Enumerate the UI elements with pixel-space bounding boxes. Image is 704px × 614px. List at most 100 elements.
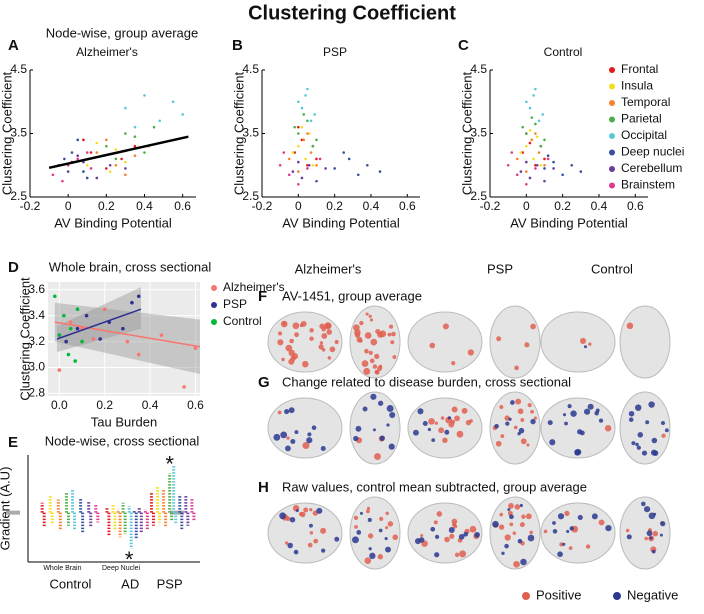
- brain-node: [500, 434, 505, 438]
- data-point: [152, 125, 156, 129]
- data-point: [95, 151, 99, 154]
- brain-node: [434, 534, 440, 539]
- data-point: [324, 167, 327, 170]
- group-label: Control: [50, 576, 92, 591]
- x-axis-label: AV Binding Potential: [510, 215, 628, 230]
- column-header: Control: [591, 261, 633, 276]
- brain-node: [509, 514, 514, 520]
- data-point: [304, 94, 307, 97]
- brain-node: [313, 538, 319, 544]
- data-point: [525, 170, 528, 173]
- data-point: [366, 163, 369, 167]
- brain-node: [292, 322, 300, 330]
- brain-node: [321, 327, 326, 332]
- data-point: [313, 113, 316, 116]
- brain-node: [389, 412, 396, 419]
- brain-node: [517, 408, 524, 415]
- data-point: [525, 132, 528, 135]
- brain-node: [513, 560, 520, 568]
- panel-title: AV-1451, group average: [282, 288, 422, 303]
- data-point: [133, 144, 137, 148]
- x-tick-label: 0.4: [591, 199, 608, 213]
- data-point: [306, 163, 309, 167]
- data-point: [159, 333, 164, 337]
- brain-images: [267, 305, 401, 379]
- data-point: [171, 100, 175, 104]
- brain-node: [359, 511, 363, 515]
- brain-node: [648, 512, 656, 520]
- legend-label: PSP: [223, 297, 247, 311]
- data-point: [125, 339, 130, 344]
- data-point: [297, 183, 300, 186]
- brain-node: [513, 425, 518, 430]
- y-tick-label: 4.5: [470, 62, 487, 76]
- data-point: [114, 148, 118, 151]
- data-point: [114, 157, 118, 161]
- legend-marker: [613, 592, 621, 600]
- brain-node: [429, 342, 436, 349]
- brain-node: [324, 322, 332, 330]
- brain-node: [279, 512, 286, 520]
- data-point: [114, 163, 118, 167]
- data-point: [287, 173, 291, 177]
- x-axis-label: AV Binding Potential: [54, 215, 172, 230]
- brain-node: [517, 538, 523, 544]
- data-point: [315, 163, 318, 167]
- data-point: [66, 352, 71, 357]
- x-tick-label: -0.2: [252, 199, 273, 213]
- brain-node: [501, 551, 505, 555]
- brain-node: [626, 322, 634, 330]
- brain-node: [452, 522, 457, 527]
- legend-label: Occipital: [621, 128, 667, 142]
- brain-node: [454, 552, 460, 557]
- data-point: [89, 167, 93, 170]
- brain-node: [604, 424, 612, 432]
- brain-node: [386, 404, 394, 412]
- brain-node: [390, 340, 395, 345]
- data-point: [528, 141, 532, 145]
- data-point: [300, 176, 304, 180]
- data-point: [158, 119, 162, 123]
- y-axis-label: Gradient (A.U): [0, 467, 12, 551]
- brain-node: [469, 525, 477, 533]
- panel-letter: B: [232, 37, 243, 54]
- brain-top: [619, 391, 671, 465]
- data-point: [80, 339, 84, 344]
- data-point: [515, 173, 519, 177]
- data-point: [193, 346, 198, 350]
- brain-lateral: [407, 311, 483, 373]
- data-point: [124, 106, 127, 110]
- brain-node: [294, 430, 299, 435]
- brain-node: [368, 350, 373, 355]
- data-point: [534, 167, 537, 170]
- data-point: [306, 132, 309, 135]
- data-point: [347, 157, 351, 161]
- brain-node: [289, 516, 296, 523]
- data-point: [318, 157, 322, 161]
- data-point: [532, 157, 535, 161]
- data-point: [543, 157, 546, 161]
- brain-node: [326, 329, 333, 335]
- confidence-band: [54, 302, 200, 374]
- brain-node: [374, 453, 381, 460]
- brain-node: [626, 534, 632, 540]
- brain-node: [564, 421, 568, 426]
- y-axis-label: Clustering Coefficient: [231, 71, 246, 195]
- brain-node: [636, 445, 641, 450]
- panel-title: Node-wise, group average: [46, 25, 198, 40]
- legend-marker: [211, 302, 217, 308]
- data-point: [530, 138, 534, 142]
- brain-node: [451, 406, 458, 413]
- brain-node: [444, 429, 450, 435]
- data-point: [85, 176, 89, 180]
- brain-node: [280, 431, 288, 439]
- brain-node: [465, 419, 472, 426]
- brain-node: [378, 364, 383, 369]
- brain-node: [504, 543, 509, 549]
- data-point: [521, 151, 524, 154]
- brain-node: [527, 534, 535, 542]
- brain-node: [643, 506, 651, 513]
- data-point: [278, 163, 282, 167]
- brain-node: [514, 504, 521, 510]
